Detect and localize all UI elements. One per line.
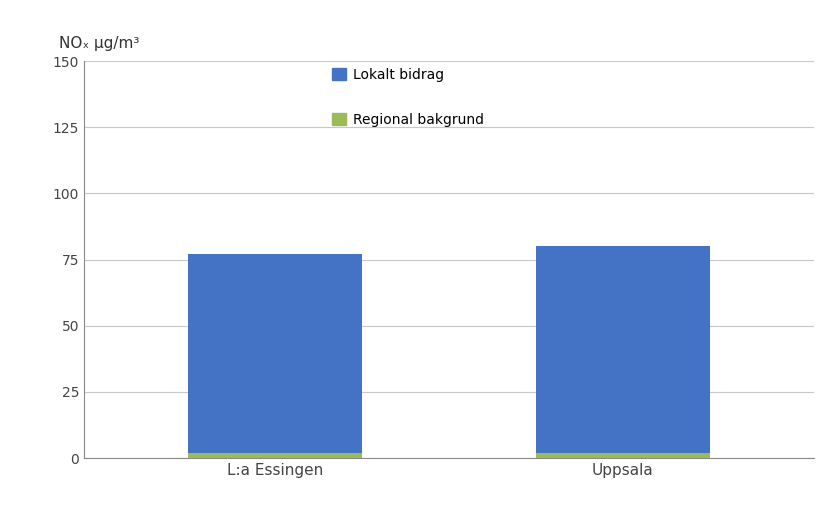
Bar: [188, 453, 362, 458]
Legend: Lokalt bidrag, Regional bakgrund: Lokalt bidrag, Regional bakgrund: [331, 68, 483, 127]
Text: NOₓ μg/m³: NOₓ μg/m³: [59, 36, 139, 50]
Bar: [536, 453, 710, 458]
Bar: [536, 246, 710, 453]
Bar: [188, 254, 362, 453]
